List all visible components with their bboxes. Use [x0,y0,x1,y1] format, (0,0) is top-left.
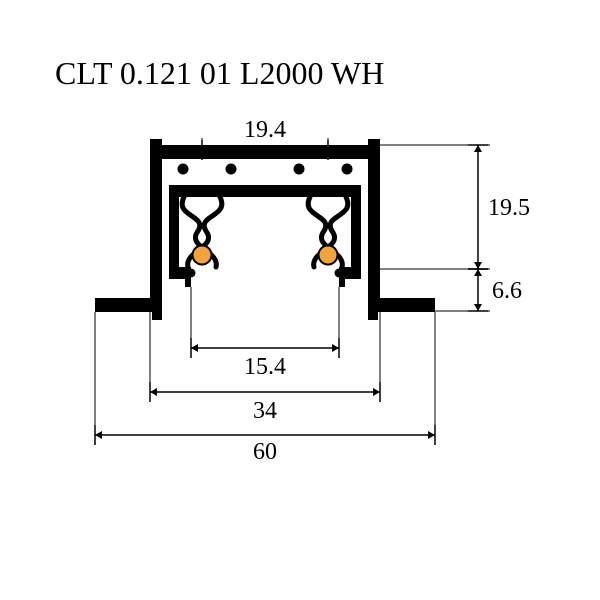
dimension-label: 6.6 [492,278,522,304]
profile-cross-section [95,139,435,320]
technical-drawing: 19.4 15.4 34 60 19.5 6.6 [0,0,600,600]
dimension-label: 19.4 [244,117,286,143]
dimension-label: 15.4 [244,354,286,380]
conductor-circle [320,247,337,264]
conductor-circle [194,247,211,264]
dimension-label: 60 [253,439,277,465]
dimension-label: 19.5 [488,195,530,221]
dimension-label: 34 [253,398,277,424]
